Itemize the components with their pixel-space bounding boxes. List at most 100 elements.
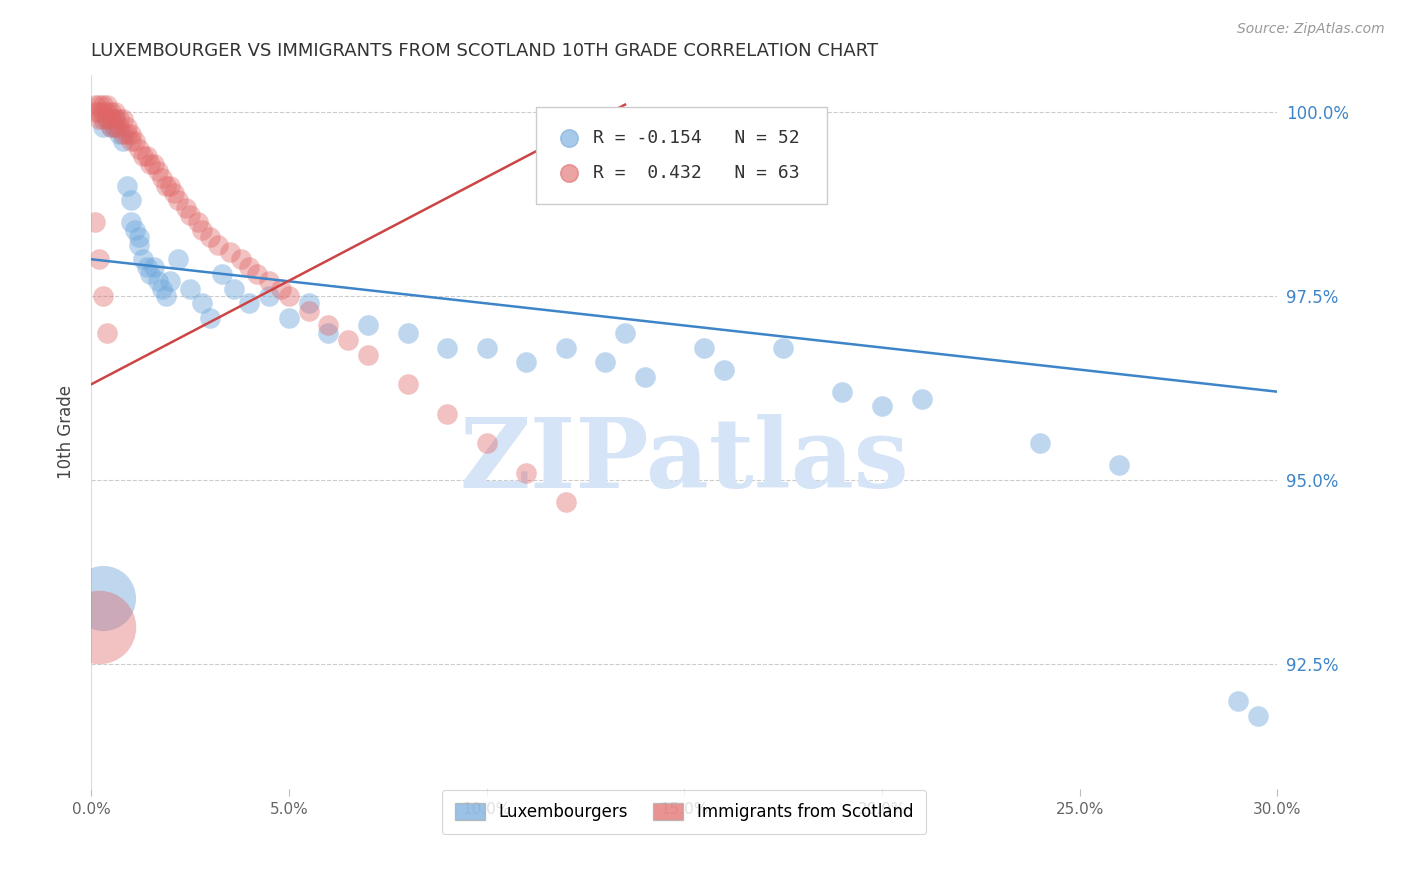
- Point: [128, 237, 150, 252]
- Point: [179, 208, 201, 222]
- Point: [318, 318, 340, 333]
- Point: [515, 466, 537, 480]
- Point: [396, 326, 419, 340]
- Point: [475, 341, 498, 355]
- Point: [436, 407, 458, 421]
- Point: [238, 296, 260, 310]
- Point: [1108, 458, 1130, 473]
- Point: [257, 289, 280, 303]
- Point: [231, 252, 253, 267]
- Point: [128, 142, 150, 156]
- Point: [96, 112, 118, 127]
- Point: [135, 260, 157, 274]
- Y-axis label: 10th Grade: 10th Grade: [58, 385, 75, 479]
- Point: [108, 120, 131, 134]
- Text: LUXEMBOURGER VS IMMIGRANTS FROM SCOTLAND 10TH GRADE CORRELATION CHART: LUXEMBOURGER VS IMMIGRANTS FROM SCOTLAND…: [91, 42, 879, 60]
- Point: [337, 333, 360, 347]
- Point: [91, 120, 114, 134]
- Point: [222, 282, 245, 296]
- Point: [515, 355, 537, 369]
- Point: [104, 112, 127, 127]
- Point: [100, 112, 122, 127]
- Point: [120, 194, 142, 208]
- Point: [554, 341, 576, 355]
- Point: [211, 267, 233, 281]
- Point: [150, 282, 173, 296]
- Point: [298, 303, 321, 318]
- Point: [148, 164, 170, 178]
- Point: [104, 120, 127, 134]
- Point: [135, 149, 157, 163]
- Point: [357, 348, 380, 362]
- Point: [115, 178, 138, 193]
- Point: [96, 326, 118, 340]
- Point: [104, 120, 127, 134]
- Point: [124, 223, 146, 237]
- Point: [87, 252, 110, 267]
- Point: [84, 105, 107, 120]
- Point: [277, 289, 299, 303]
- Point: [1029, 436, 1052, 450]
- Point: [238, 260, 260, 274]
- Point: [100, 120, 122, 134]
- Point: [150, 171, 173, 186]
- Point: [831, 384, 853, 399]
- Point: [143, 156, 166, 170]
- Point: [120, 127, 142, 141]
- Point: [163, 186, 186, 200]
- Point: [115, 120, 138, 134]
- Point: [167, 252, 190, 267]
- Point: [693, 341, 716, 355]
- Point: [198, 230, 221, 244]
- Point: [357, 318, 380, 333]
- Point: [120, 135, 142, 149]
- Point: [91, 289, 114, 303]
- Point: [91, 97, 114, 112]
- Point: [124, 135, 146, 149]
- Point: [475, 436, 498, 450]
- Point: [614, 326, 637, 340]
- Point: [436, 341, 458, 355]
- Text: R = -0.154   N = 52: R = -0.154 N = 52: [593, 129, 800, 147]
- Point: [155, 178, 177, 193]
- Point: [218, 244, 240, 259]
- Point: [713, 362, 735, 376]
- Point: [277, 311, 299, 326]
- Point: [634, 370, 657, 384]
- Point: [1247, 708, 1270, 723]
- Point: [191, 296, 214, 310]
- Point: [593, 355, 616, 369]
- Point: [1226, 694, 1249, 708]
- Point: [148, 274, 170, 288]
- Point: [128, 230, 150, 244]
- Point: [91, 105, 114, 120]
- Text: Source: ZipAtlas.com: Source: ZipAtlas.com: [1237, 22, 1385, 37]
- Point: [111, 135, 134, 149]
- Point: [111, 112, 134, 127]
- Point: [198, 311, 221, 326]
- Point: [108, 112, 131, 127]
- Point: [870, 400, 893, 414]
- Point: [318, 326, 340, 340]
- Point: [131, 149, 153, 163]
- Point: [143, 260, 166, 274]
- FancyBboxPatch shape: [536, 107, 827, 203]
- Point: [298, 296, 321, 310]
- Point: [87, 105, 110, 120]
- Point: [554, 495, 576, 509]
- Point: [111, 127, 134, 141]
- Point: [139, 156, 162, 170]
- Point: [772, 341, 794, 355]
- Point: [396, 377, 419, 392]
- Point: [84, 215, 107, 229]
- Point: [100, 112, 122, 127]
- Point: [84, 97, 107, 112]
- Point: [100, 120, 122, 134]
- Point: [108, 127, 131, 141]
- Point: [104, 112, 127, 127]
- Point: [246, 267, 269, 281]
- Text: ZIPatlas: ZIPatlas: [460, 414, 910, 508]
- Point: [104, 105, 127, 120]
- Point: [120, 215, 142, 229]
- Point: [100, 105, 122, 120]
